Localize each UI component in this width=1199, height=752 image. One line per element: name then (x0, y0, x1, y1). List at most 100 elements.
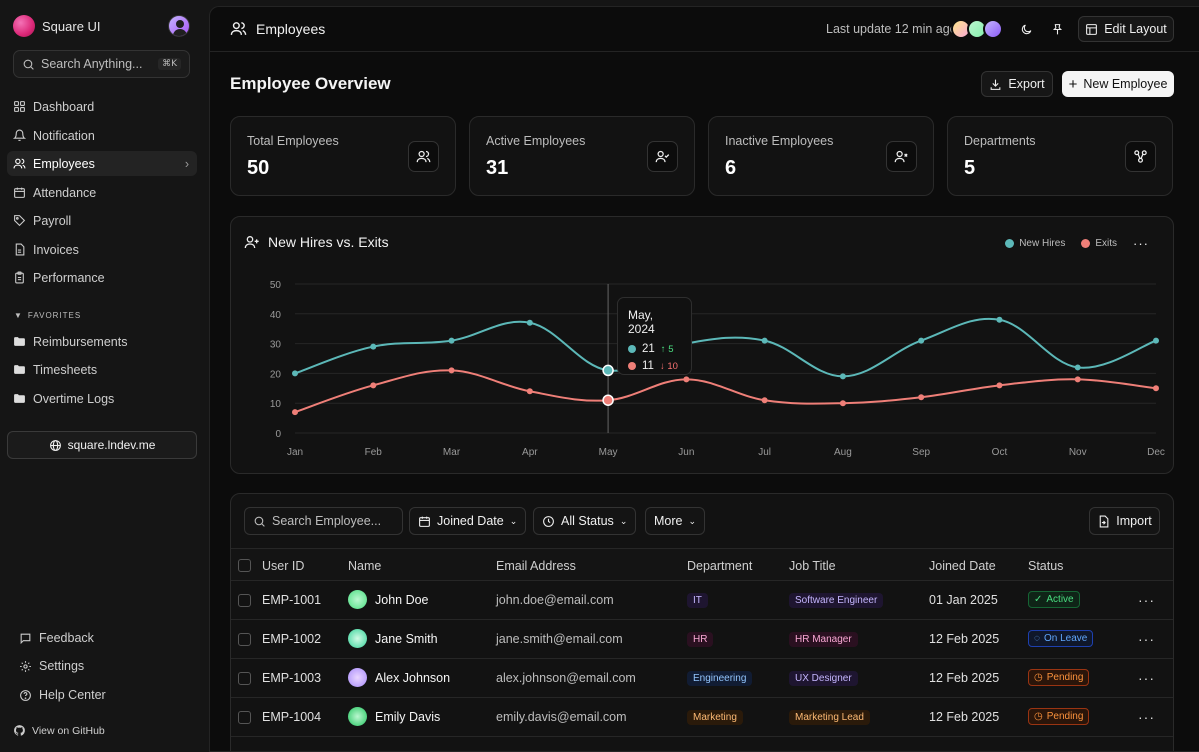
data-point-new-hires (1074, 364, 1081, 371)
sidebar-item-overtime-logs[interactable]: Overtime Logs (7, 386, 197, 411)
stat-card-total: Total Employees 50 (230, 116, 456, 196)
filter-status[interactable]: All Status ⌄ (533, 507, 637, 535)
sidebar-item-timesheets[interactable]: Timesheets (7, 357, 197, 382)
job-title-badge: UX Designer (789, 671, 858, 686)
select-all-checkbox[interactable] (238, 559, 251, 572)
table-header: User ID Name Email Address Department Jo… (231, 548, 1173, 581)
folder-icon (14, 365, 25, 374)
data-point-new-hires (370, 343, 377, 350)
chart-title: New Hires vs. Exits (244, 234, 389, 250)
row-actions-icon[interactable]: ··· (1138, 709, 1155, 725)
legend-exits[interactable]: Exits (1081, 238, 1117, 249)
brand[interactable]: Square UI (13, 15, 101, 37)
row-actions-icon[interactable]: ··· (1138, 631, 1155, 647)
gear-icon (20, 660, 31, 672)
last-update: Last update 12 min ago (826, 22, 957, 36)
favorites-heading[interactable]: ▼ FAVORITES (14, 311, 82, 320)
sidebar-search[interactable]: Search Anything... ⌘K (13, 50, 190, 78)
chart-legend: New Hires Exits ··· (1005, 236, 1149, 251)
filter-joined-date[interactable]: Joined Date ⌄ (409, 507, 527, 535)
tooltip-exits: 11 ↓ 10 (628, 360, 681, 372)
data-point-new-hires (996, 316, 1003, 323)
x-tick-label: Apr (522, 447, 538, 458)
chevron-down-icon: ⌄ (688, 515, 697, 526)
status-badge: ◷ Pending (1028, 708, 1090, 725)
sidebar: Square UI Search Anything... ⌘K Dashboar… (0, 0, 209, 752)
row-checkbox[interactable] (238, 594, 251, 607)
brand-logo (13, 15, 35, 37)
layout-icon (1086, 23, 1098, 35)
table-row[interactable]: EMP-1001 John Doe john.doe@email.com IT … (231, 581, 1173, 620)
stat-card-inactive: Inactive Employees 6 (708, 116, 934, 196)
x-tick-label: Jun (678, 447, 694, 458)
sidebar-item-payroll[interactable]: Payroll (7, 208, 197, 233)
row-checkbox[interactable] (238, 672, 251, 685)
sidebar-item-attendance[interactable]: Attendance (7, 180, 197, 205)
column-user-id[interactable]: User ID (262, 559, 305, 573)
job-title-badge: HR Manager (789, 632, 858, 647)
clipboard-icon (15, 271, 24, 284)
sidebar-item-settings[interactable]: Settings (13, 655, 84, 677)
github-link[interactable]: View on GitHub (13, 724, 105, 737)
column-name[interactable]: Name (348, 559, 382, 573)
column-status[interactable]: Status (1028, 559, 1064, 573)
row-actions-icon[interactable]: ··· (1138, 592, 1155, 608)
column-email[interactable]: Email Address (496, 559, 576, 573)
data-point-exits (1153, 385, 1159, 392)
avatar (348, 590, 367, 609)
folder-icon (14, 394, 25, 403)
edit-layout-button[interactable]: Edit Layout (1078, 16, 1174, 42)
employee-search-input[interactable]: Search Employee... (244, 507, 403, 535)
site-link-button[interactable]: square.lndev.me (7, 431, 197, 459)
avatar (348, 668, 367, 687)
avatar (348, 707, 367, 726)
status-badge: ✓ Active (1028, 591, 1080, 608)
sidebar-item-label: Payroll (33, 213, 72, 228)
sidebar-item-help-center[interactable]: Help Center (13, 684, 106, 706)
row-actions-icon[interactable]: ··· (1138, 670, 1155, 686)
sidebar-item-employees[interactable]: Employees › (7, 151, 197, 176)
sidebar-item-label: Reimbursements (33, 334, 128, 349)
employee-table-card: Search Employee... Joined Date ⌄ All Sta… (230, 493, 1174, 751)
x-tick-label: Aug (834, 447, 852, 458)
chevron-down-icon: ▼ (14, 311, 23, 320)
sidebar-item-dashboard[interactable]: Dashboard (7, 94, 197, 119)
data-point-new-hires (761, 337, 768, 344)
column-department[interactable]: Department (687, 559, 753, 573)
user-x-icon (886, 141, 917, 172)
sidebar-item-feedback[interactable]: Feedback (13, 627, 94, 649)
legend-new-hires[interactable]: New Hires (1005, 238, 1065, 249)
x-tick-label: Sep (912, 447, 930, 458)
row-checkbox[interactable] (238, 633, 251, 646)
filter-more[interactable]: More ⌄ (645, 507, 706, 535)
table-row[interactable]: EMP-1002 Jane Smith jane.smith@email.com… (231, 620, 1173, 659)
row-checkbox[interactable] (238, 711, 251, 724)
sidebar-item-reimbursements[interactable]: Reimbursements (7, 329, 197, 354)
page-title: Employee Overview (230, 74, 391, 93)
status-badge: ◌ On Leave (1028, 630, 1094, 647)
new-employee-button[interactable]: + New Employee (1062, 71, 1174, 97)
export-button[interactable]: Export (981, 71, 1053, 97)
avatar[interactable] (983, 19, 1003, 39)
user-avatar[interactable] (168, 15, 190, 37)
sidebar-item-invoices[interactable]: Invoices (7, 237, 197, 262)
sidebar-item-label: Employees (33, 156, 95, 171)
table-row[interactable]: EMP-1004 Emily Davis emily.davis@email.c… (231, 698, 1173, 737)
network-icon (1125, 141, 1156, 172)
data-point-new-hires (839, 373, 846, 380)
github-icon (14, 725, 25, 736)
sidebar-item-label: Attendance (33, 185, 97, 200)
import-button[interactable]: Import (1089, 507, 1160, 535)
table-row[interactable]: EMP-1003 Alex Johnson alex.johnson@email… (231, 659, 1173, 698)
data-point-exits (1074, 376, 1081, 383)
theme-toggle-button[interactable] (1017, 20, 1035, 38)
pin-button[interactable] (1048, 20, 1066, 38)
data-point-exits (683, 376, 690, 383)
sidebar-item-notification[interactable]: Notification (7, 123, 197, 148)
sidebar-item-performance[interactable]: Performance (7, 265, 197, 290)
main-panel: Employees Last update 12 min ago Edit La… (209, 6, 1199, 752)
more-icon[interactable]: ··· (1133, 236, 1149, 251)
column-joined-date[interactable]: Joined Date (929, 559, 996, 573)
column-job-title[interactable]: Job Title (789, 559, 836, 573)
sidebar-item-label: Feedback (39, 631, 94, 645)
